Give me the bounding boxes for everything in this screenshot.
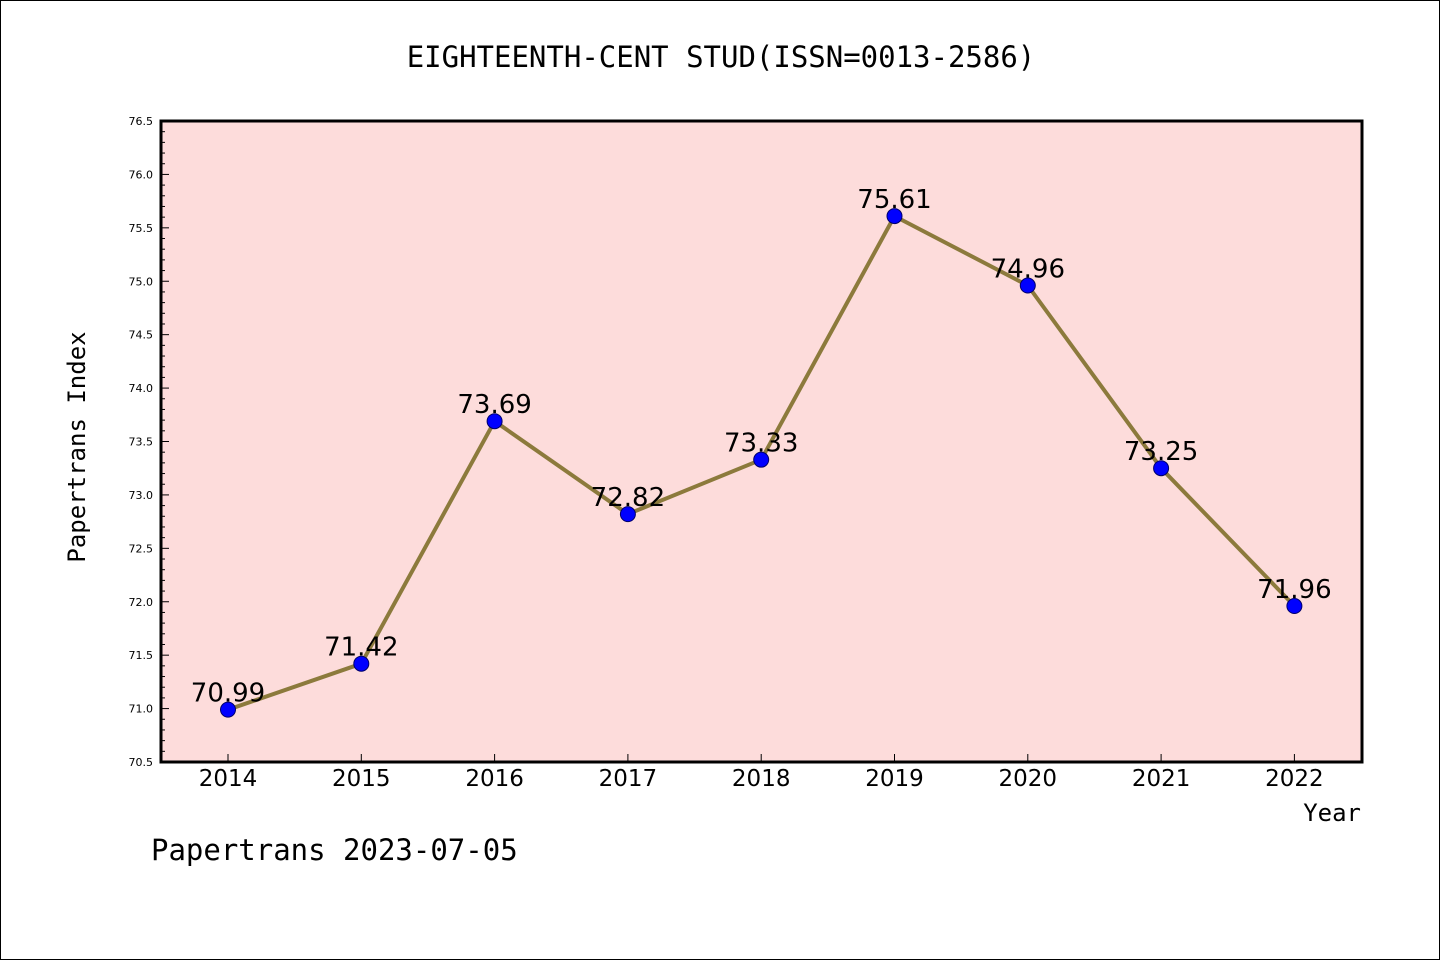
y-tick-label: 76.0 xyxy=(129,168,154,181)
y-tick-label: 71.0 xyxy=(129,703,154,716)
data-label: 73.33 xyxy=(724,429,798,459)
data-labels: 70.99 71.42 73.69 72.82 73.33 75.61 74.96 73.25… xyxy=(191,185,1332,709)
data-label: 74.96 xyxy=(991,255,1065,285)
y-tick-label: 71.5 xyxy=(129,649,154,662)
x-tick-label: 2020 xyxy=(999,766,1058,792)
chart-title: EIGHTEENTH-CENT STUD(ISSN=0013-2586) xyxy=(407,40,1036,74)
x-axis: 2014 2015 2016 2017 2018 2019 2020 2021 2022 xyxy=(199,754,1324,792)
y-tick-label: 70.5 xyxy=(129,756,154,769)
data-point xyxy=(486,413,503,430)
y-tick-label: 75.5 xyxy=(129,222,154,235)
y-tick-label: 75.0 xyxy=(129,275,154,288)
y-tick-label: 74.0 xyxy=(129,382,154,395)
x-axis-label: Year xyxy=(1303,799,1361,827)
x-tick-label: 2014 xyxy=(199,766,258,792)
y-tick-label: 72.5 xyxy=(129,542,154,555)
x-tick-label: 2016 xyxy=(465,766,524,792)
footer-note: Papertrans 2023-07-05 xyxy=(151,833,518,867)
x-tick-label: 2017 xyxy=(599,766,658,792)
data-label: 71.42 xyxy=(324,633,398,663)
data-label: 72.82 xyxy=(591,483,665,513)
x-tick-label: 2019 xyxy=(865,766,924,792)
x-tick-label: 2021 xyxy=(1132,766,1191,792)
series-markers xyxy=(220,208,1303,718)
y-tick-label: 73.5 xyxy=(129,436,154,449)
x-tick-label: 2018 xyxy=(732,766,791,792)
data-point xyxy=(1153,460,1170,477)
x-tick-label: 2015 xyxy=(332,766,391,792)
data-label: 71.96 xyxy=(1257,575,1331,605)
y-axis: 70.5 71.0 71.5 72.0 72.5 73.0 73.5 74.0 74.5 75.0… xyxy=(129,115,169,769)
data-point xyxy=(753,451,770,468)
x-tick-label: 2022 xyxy=(1265,766,1324,792)
data-label: 73.25 xyxy=(1124,437,1198,467)
data-point xyxy=(886,208,903,225)
data-point xyxy=(220,701,236,718)
y-tick-label: 76.5 xyxy=(129,115,154,128)
data-label: 70.99 xyxy=(191,679,265,709)
plot-area xyxy=(159,119,1364,764)
data-label: 75.61 xyxy=(857,185,931,215)
data-point xyxy=(619,506,636,523)
data-point xyxy=(1019,277,1036,294)
data-point xyxy=(353,655,370,672)
y-axis-label: Papertrans Index xyxy=(63,331,91,562)
data-point xyxy=(1286,598,1303,615)
y-tick-label: 73.0 xyxy=(129,489,154,502)
y-tick-label: 72.0 xyxy=(129,596,154,609)
y-tick-label: 74.5 xyxy=(129,329,154,342)
data-label: 73.69 xyxy=(457,390,531,420)
